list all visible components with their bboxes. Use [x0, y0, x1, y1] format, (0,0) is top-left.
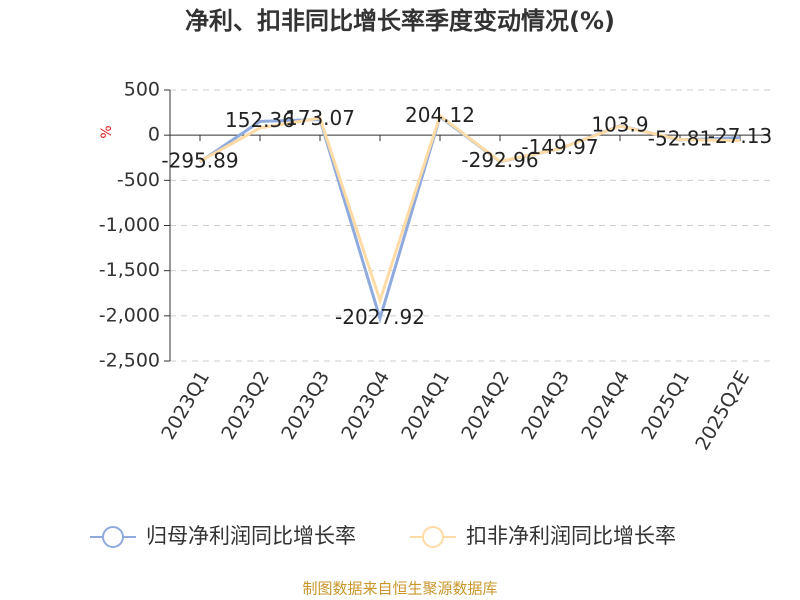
data-label: -292.96 [461, 148, 538, 172]
x-tick-label: 2023Q3 [277, 367, 334, 443]
data-label: 204.12 [405, 103, 475, 127]
y-tick-label: -1,000 [99, 214, 160, 236]
legend-marker [102, 526, 124, 548]
x-tick-label: 2025Q1 [637, 367, 694, 443]
series-line [199, 113, 741, 306]
data-label: 152.36 [225, 108, 295, 132]
legend-label: 扣非净利润同比增长率 [466, 524, 676, 548]
x-tick-label: 2024Q4 [577, 367, 634, 443]
y-tick-label: -500 [117, 169, 160, 191]
y-axis-label: % [99, 125, 115, 138]
x-tick-label: 2023Q4 [337, 367, 394, 443]
x-tick-label: 2023Q1 [157, 367, 214, 443]
data-label: -52.81 [648, 126, 712, 150]
data-label: 103.9 [591, 112, 648, 136]
data-label: -2027.92 [335, 305, 425, 329]
x-tick-label: 2023Q2 [217, 367, 274, 443]
x-tick-label: 2025Q2E [691, 367, 754, 454]
x-tick-label: 2024Q1 [397, 367, 454, 443]
y-tick-label: -1,500 [99, 259, 160, 281]
legend-marker [422, 526, 444, 548]
y-tick-label: -2,500 [99, 350, 160, 372]
y-tick-label: -2,000 [99, 304, 160, 326]
source-note: 制图数据来自恒生聚源数据库 [302, 580, 497, 598]
data-label: -149.97 [521, 135, 598, 159]
chart-title: 净利、扣非同比增长率季度变动情况(%) [185, 7, 615, 35]
x-tick-label: 2024Q3 [517, 367, 574, 443]
legend-label: 归母净利润同比增长率 [146, 524, 356, 548]
data-label: 173.07 [285, 106, 355, 130]
x-tick-label: 2024Q2 [457, 367, 514, 443]
y-tick-label: 0 [148, 124, 160, 146]
data-label: -27.13 [708, 124, 772, 148]
data-label: -295.89 [161, 148, 238, 172]
y-tick-label: 500 [124, 79, 160, 101]
